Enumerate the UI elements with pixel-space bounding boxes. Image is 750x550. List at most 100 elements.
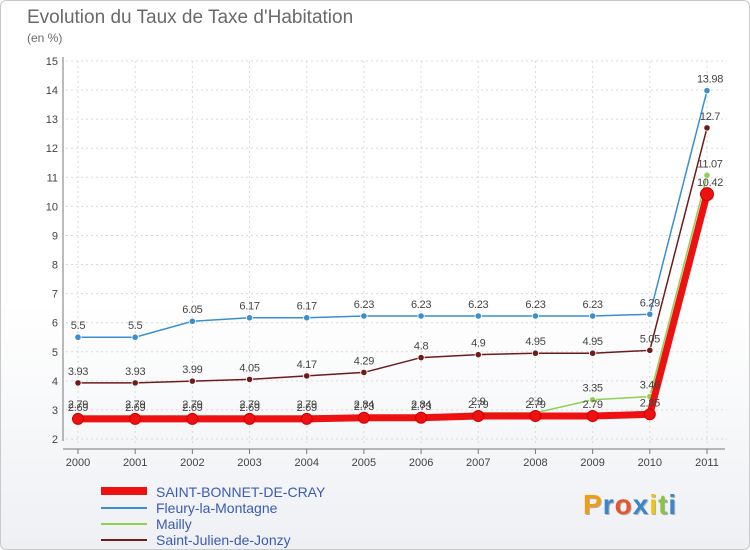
data-point — [700, 187, 714, 202]
data-point — [129, 412, 142, 425]
y-tick-label: 9 — [52, 230, 58, 242]
data-label: 2.69 — [68, 402, 88, 414]
data-point — [360, 368, 368, 377]
data-point — [74, 333, 82, 341]
y-tick-label: 15 — [46, 56, 58, 68]
y-tick-label: 13 — [46, 114, 58, 126]
series-line — [78, 175, 708, 417]
data-point — [303, 314, 311, 322]
data-point — [360, 312, 368, 320]
data-label: 2.69 — [125, 402, 145, 414]
data-label: 2.9 — [528, 396, 543, 408]
legend-item: SAINT-BONNET-DE-CRAY — [101, 484, 361, 500]
data-point — [703, 87, 711, 95]
data-label: 4.17 — [297, 359, 317, 371]
data-label: 4.05 — [239, 362, 259, 374]
logo-letter: r — [602, 489, 615, 520]
data-point — [300, 412, 313, 425]
logo-letter: o — [614, 489, 633, 520]
x-tick-label: 2007 — [466, 457, 490, 469]
logo-letter: t — [658, 489, 669, 520]
data-label: 3.93 — [125, 366, 145, 378]
data-label: 2.79 — [297, 399, 317, 411]
data-label: 5.5 — [128, 320, 143, 332]
x-tick-label: 2009 — [580, 457, 604, 469]
data-point — [589, 349, 597, 357]
data-label: 6.23 — [468, 299, 488, 311]
data-label: 5.5 — [71, 320, 86, 332]
data-label: 4.95 — [525, 336, 545, 348]
y-tick-label: 8 — [52, 260, 58, 272]
series-line — [78, 127, 708, 384]
data-label: 2.84 — [354, 399, 374, 411]
data-label: 6.29 — [640, 297, 660, 309]
data-label: 4.29 — [354, 355, 374, 367]
data-point — [529, 410, 542, 423]
logo-letter: i — [649, 489, 659, 520]
series-line — [78, 90, 708, 338]
data-point — [589, 396, 597, 404]
x-tick-label: 2006 — [409, 457, 433, 469]
data-point — [531, 312, 540, 320]
legend-label: Saint-Julien-de-Jonzy — [156, 532, 291, 548]
legend-swatch — [101, 523, 147, 525]
data-point — [589, 312, 597, 320]
data-label: 6.23 — [583, 299, 603, 311]
proxiti-logo: Proxiti — [583, 489, 677, 521]
logo-letter: x — [632, 489, 650, 520]
data-point — [586, 410, 599, 423]
data-point — [131, 379, 139, 387]
data-label: 2.69 — [239, 402, 259, 414]
data-label: 2.84 — [411, 399, 431, 411]
data-label: 13.98 — [697, 74, 723, 86]
data-label: 2.79 — [239, 399, 259, 411]
data-point — [245, 375, 254, 383]
y-tick-label: 5 — [52, 347, 58, 359]
y-tick-label: 14 — [46, 85, 58, 97]
series-line — [78, 193, 711, 423]
data-label: 11.07 — [697, 158, 722, 170]
data-point — [474, 351, 482, 359]
x-tick-label: 2011 — [695, 457, 719, 469]
x-tick-label: 2005 — [352, 457, 376, 469]
data-point — [417, 312, 425, 320]
data-point — [245, 314, 254, 322]
y-tick-label: 11 — [47, 172, 58, 184]
data-point — [417, 353, 425, 362]
data-label: 3.93 — [68, 366, 88, 378]
y-tick-label: 12 — [46, 143, 58, 155]
data-point — [531, 349, 540, 357]
x-tick-label: 2001 — [123, 457, 147, 469]
data-label: 3.46 — [640, 380, 660, 392]
data-label: 6.23 — [525, 299, 545, 311]
data-label: 2.69 — [182, 402, 202, 414]
data-label: 4.8 — [414, 341, 429, 353]
data-label: 2.85 — [640, 397, 660, 409]
data-point — [643, 408, 656, 421]
data-label: 2.9 — [471, 396, 486, 408]
y-tick-label: 6 — [52, 318, 58, 330]
data-label: 4.95 — [583, 336, 603, 348]
data-point — [474, 312, 482, 320]
x-tick-label: 2004 — [294, 457, 318, 469]
legend-item: Mailly — [101, 516, 361, 532]
y-tick-label: 4 — [52, 376, 58, 388]
legend-swatch — [101, 487, 147, 495]
logo-letter: P — [583, 489, 603, 520]
data-point — [131, 333, 139, 341]
data-point — [72, 412, 84, 425]
data-label: 6.17 — [297, 301, 317, 313]
y-tick-label: 10 — [46, 201, 58, 213]
data-label: 2.79 — [125, 399, 145, 411]
data-label: 10.42 — [697, 177, 723, 189]
y-tick-label: 2 — [52, 434, 58, 446]
data-point — [703, 171, 711, 179]
data-label: 4.9 — [471, 338, 486, 350]
x-tick-label: 2000 — [66, 457, 90, 469]
data-point — [646, 346, 654, 354]
data-point — [188, 317, 196, 325]
data-label: 2.69 — [297, 402, 317, 414]
legend-item: Saint-Julien-de-Jonzy — [101, 532, 361, 548]
data-point — [415, 411, 428, 424]
data-label: 2.79 — [583, 399, 603, 411]
